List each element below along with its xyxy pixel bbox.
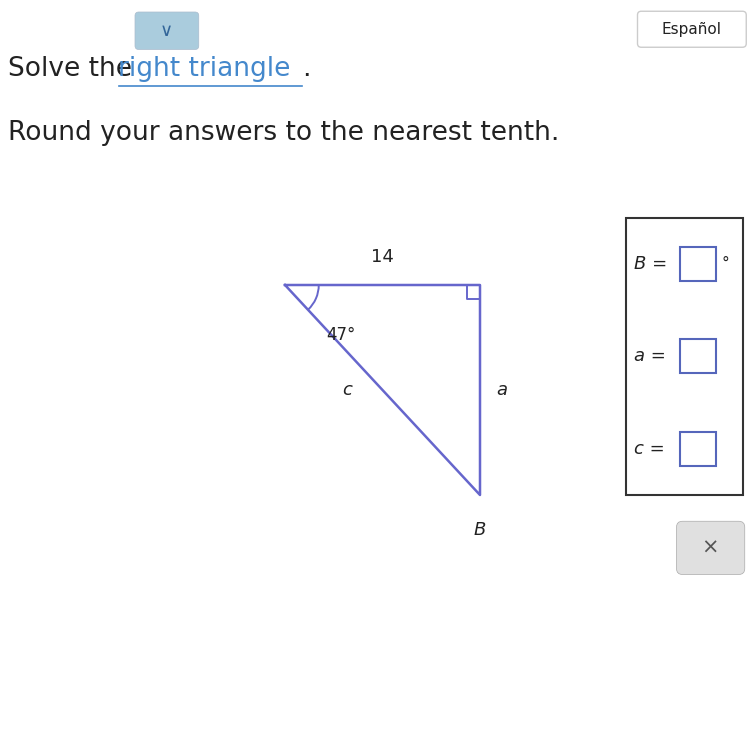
FancyBboxPatch shape	[680, 432, 716, 466]
FancyBboxPatch shape	[638, 11, 746, 47]
Text: a: a	[496, 381, 508, 399]
Text: .: .	[302, 56, 310, 82]
Text: B: B	[474, 521, 486, 539]
Text: 47°: 47°	[326, 326, 356, 344]
Text: ∨: ∨	[160, 22, 173, 40]
FancyBboxPatch shape	[626, 217, 742, 495]
FancyBboxPatch shape	[135, 12, 199, 50]
FancyBboxPatch shape	[680, 247, 716, 280]
Text: c: c	[343, 381, 352, 399]
Text: °: °	[722, 256, 729, 272]
Text: c =: c =	[634, 440, 664, 458]
Text: Solve the: Solve the	[8, 56, 140, 82]
Text: Español: Español	[662, 22, 722, 37]
Text: Round your answers to the nearest tenth.: Round your answers to the nearest tenth.	[8, 120, 559, 146]
Text: B =: B =	[634, 255, 667, 273]
Text: right triangle: right triangle	[118, 56, 291, 82]
Text: ×: ×	[701, 538, 719, 557]
FancyBboxPatch shape	[680, 339, 716, 374]
Text: a =: a =	[634, 347, 666, 365]
FancyBboxPatch shape	[676, 521, 745, 574]
Text: 14: 14	[371, 248, 394, 266]
